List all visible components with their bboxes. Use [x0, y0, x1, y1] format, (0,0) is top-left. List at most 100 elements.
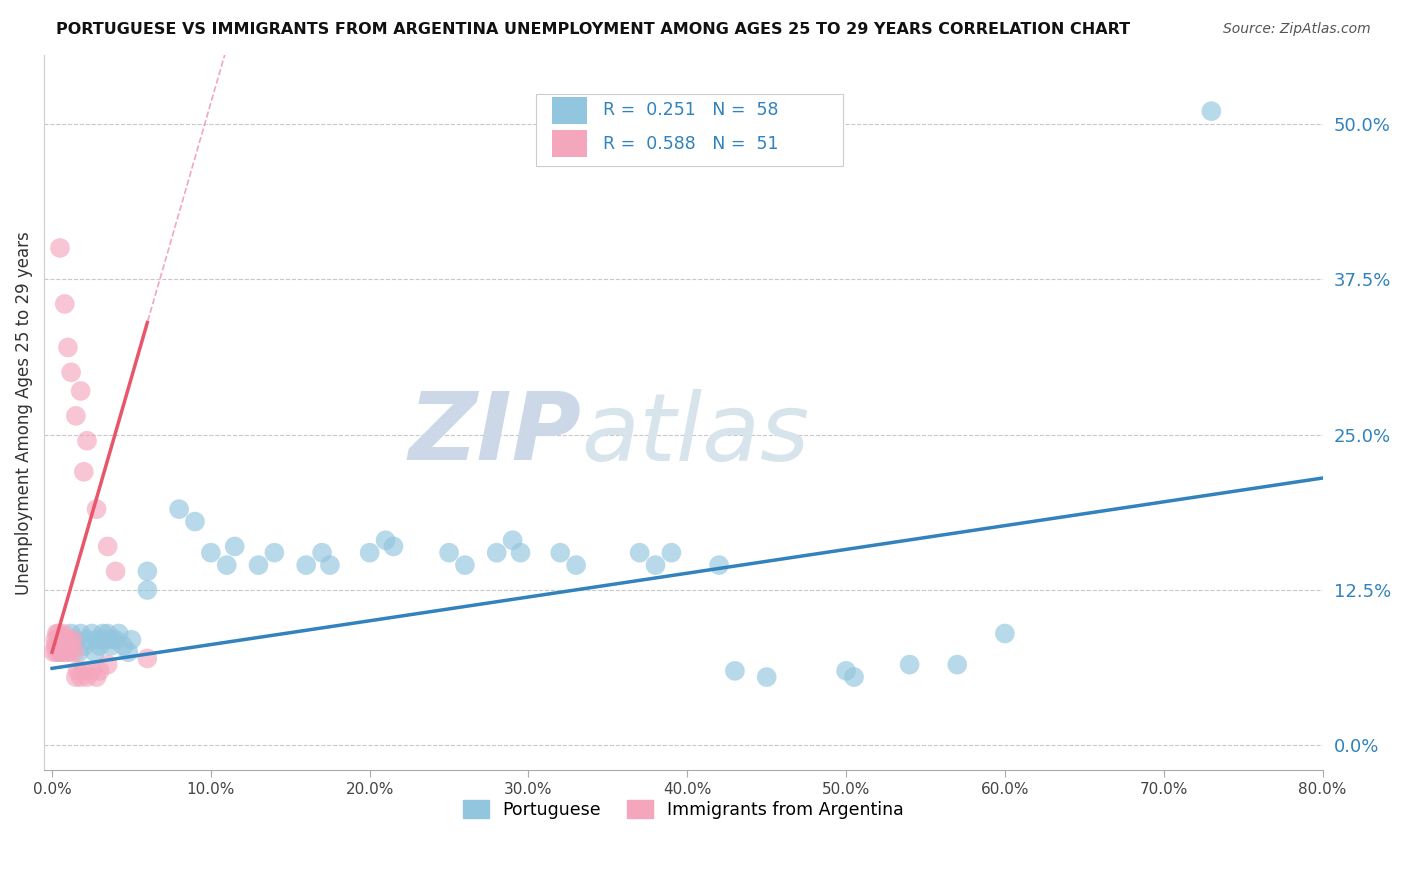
- Point: [994, 626, 1017, 640]
- Point: [69, 384, 91, 398]
- Point: [49, 639, 72, 653]
- Point: [86, 502, 108, 516]
- Point: [84, 645, 107, 659]
- Y-axis label: Unemployment Among Ages 25 to 29 years: Unemployment Among Ages 25 to 29 years: [15, 231, 32, 595]
- Point: [69, 670, 91, 684]
- Point: [56, 645, 79, 659]
- Point: [104, 565, 127, 579]
- Text: Source: ZipAtlas.com: Source: ZipAtlas.com: [1223, 22, 1371, 37]
- Point: [51, 632, 73, 647]
- Point: [835, 664, 858, 678]
- Point: [45, 626, 67, 640]
- Point: [136, 582, 159, 597]
- Point: [842, 670, 865, 684]
- Point: [112, 639, 135, 653]
- Point: [45, 645, 67, 659]
- Point: [80, 664, 103, 678]
- Point: [76, 632, 98, 647]
- Point: [946, 657, 969, 672]
- Point: [53, 297, 76, 311]
- Point: [67, 645, 90, 659]
- Point: [56, 639, 79, 653]
- Point: [86, 632, 108, 647]
- Point: [60, 365, 83, 379]
- Point: [89, 639, 111, 653]
- Point: [184, 515, 207, 529]
- Point: [60, 626, 83, 640]
- Point: [485, 546, 508, 560]
- Point: [76, 434, 98, 448]
- Point: [73, 639, 96, 653]
- Point: [200, 546, 222, 560]
- Point: [247, 558, 270, 573]
- Point: [69, 626, 91, 640]
- Point: [565, 558, 588, 573]
- Point: [100, 639, 122, 653]
- Point: [53, 645, 76, 659]
- Point: [55, 632, 77, 647]
- Point: [53, 632, 76, 647]
- Point: [58, 645, 80, 659]
- Point: [502, 533, 524, 548]
- Point: [91, 626, 114, 640]
- Text: R =  0.588   N =  51: R = 0.588 N = 51: [603, 135, 779, 153]
- Point: [97, 540, 120, 554]
- Text: R =  0.251   N =  58: R = 0.251 N = 58: [603, 101, 779, 120]
- Point: [49, 241, 72, 255]
- Point: [628, 546, 651, 560]
- Point: [65, 409, 87, 423]
- Point: [65, 632, 87, 647]
- Point: [42, 645, 65, 659]
- Point: [104, 632, 127, 647]
- Point: [707, 558, 730, 573]
- Point: [295, 558, 318, 573]
- Point: [60, 639, 83, 653]
- Point: [52, 632, 75, 647]
- Point: [86, 670, 108, 684]
- Point: [167, 502, 190, 516]
- Text: PORTUGUESE VS IMMIGRANTS FROM ARGENTINA UNEMPLOYMENT AMONG AGES 25 TO 29 YEARS C: PORTUGUESE VS IMMIGRANTS FROM ARGENTINA …: [56, 22, 1130, 37]
- Point: [454, 558, 477, 573]
- Point: [724, 664, 747, 678]
- Point: [48, 632, 70, 647]
- Point: [548, 546, 571, 560]
- Point: [359, 546, 381, 560]
- Point: [117, 645, 139, 659]
- Point: [120, 632, 142, 647]
- Point: [101, 632, 124, 647]
- Point: [49, 632, 72, 647]
- FancyBboxPatch shape: [536, 95, 844, 166]
- Point: [76, 670, 98, 684]
- Point: [52, 626, 75, 640]
- Point: [44, 632, 66, 647]
- Point: [45, 639, 67, 653]
- Point: [63, 645, 86, 659]
- Point: [56, 341, 79, 355]
- Point: [1201, 104, 1223, 119]
- Point: [49, 645, 72, 659]
- Point: [382, 540, 405, 554]
- Point: [97, 657, 120, 672]
- Bar: [551, 96, 588, 124]
- Point: [311, 546, 333, 560]
- Point: [51, 639, 73, 653]
- Text: ZIP: ZIP: [408, 388, 581, 480]
- Point: [58, 632, 80, 647]
- Point: [319, 558, 342, 573]
- Point: [48, 626, 70, 640]
- Point: [53, 632, 76, 647]
- Point: [374, 533, 396, 548]
- Point: [107, 626, 129, 640]
- Legend: Portuguese, Immigrants from Argentina: Portuguese, Immigrants from Argentina: [456, 793, 911, 826]
- Point: [661, 546, 683, 560]
- Point: [66, 664, 89, 678]
- Point: [898, 657, 921, 672]
- Point: [93, 632, 115, 647]
- Point: [263, 546, 285, 560]
- Point: [644, 558, 666, 573]
- Point: [55, 639, 77, 653]
- Point: [65, 670, 87, 684]
- Text: atlas: atlas: [581, 389, 810, 480]
- Point: [48, 639, 70, 653]
- Point: [136, 565, 159, 579]
